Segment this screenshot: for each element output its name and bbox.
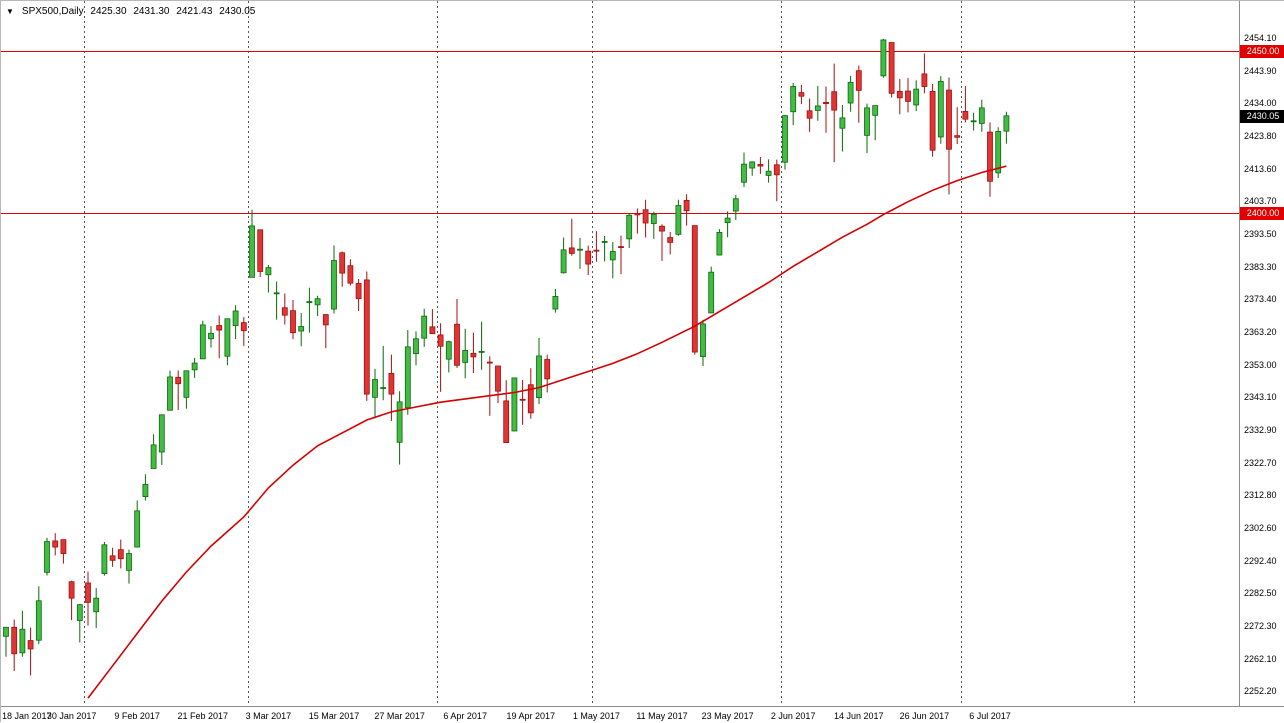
y-axis-label: 2282.50 [1244,588,1277,598]
x-axis-label: 23 May 2017 [701,711,754,721]
x-axis-label: 27 Mar 2017 [374,711,425,721]
chart-ohlc-readout: ▼ SPX500,Daily 2425.30 2431.30 2421.43 24… [6,6,259,18]
low-value: 2421.43 [176,6,213,17]
x-axis-label: 19 Apr 2017 [506,711,556,721]
y-axis-label: 2332.90 [1244,424,1277,435]
chart-menu-arrow-icon[interactable]: ▼ [6,7,14,16]
y-axis-label: 2443.90 [1244,65,1277,76]
y-axis-label: 2393.50 [1244,228,1277,239]
price-axis[interactable]: 2454.10 2443.90 2434.00 2423.80 2413.60 2403.… [1239,1,1284,706]
x-axis-label: 2 Jun 2017 [770,711,816,721]
horizontal-price-lines[interactable] [1,50,1239,215]
x-axis-label: 21 Feb 2017 [177,711,229,721]
open-value: 2425.30 [90,6,127,17]
y-axis-label: 2353.00 [1244,359,1277,370]
y-axis-label: 2413.60 [1244,163,1277,174]
y-axis-label: 2252.20 [1244,686,1277,696]
x-axis-label: 15 Mar 2017 [308,711,360,721]
high-value: 2431.30 [133,6,170,17]
x-axis-label: 6 Jul 2017 [969,711,1011,721]
moving-average-line[interactable] [87,165,1007,699]
x-axis-label: 6 Apr 2017 [443,711,487,721]
price-chart[interactable] [1,1,1239,706]
y-axis-label: 2373.40 [1244,294,1277,304]
y-axis-label: 2454.10 [1244,33,1277,43]
y-axis-label: 2423.80 [1244,130,1277,141]
hline-price-tag: 2450.00 [1240,45,1284,59]
y-axis-label: 2403.70 [1244,196,1277,206]
y-axis-label: 2312.80 [1244,490,1277,500]
x-axis-label: 3 Mar 2017 [245,711,292,721]
y-axis-label: 2363.20 [1244,326,1277,337]
x-axis-label: 18 Jan 2017 [2,711,52,721]
close-value: 2430.05 [219,6,256,17]
current-price-tag: 2430.05 [1240,109,1284,123]
y-axis-label: 2383.30 [1244,261,1277,272]
x-axis-label: 26 Jun 2017 [899,711,950,721]
hline-price-tag: 2400.00 [1240,206,1284,220]
x-axis-label: 9 Feb 2017 [114,711,160,721]
x-axis-label: 14 Jun 2017 [834,711,884,721]
x-axis-label: 30 Jan 2017 [46,711,97,721]
candlestick-series[interactable] [3,38,1010,676]
y-axis-label: 2343.10 [1244,392,1277,402]
y-axis-label: 2262.10 [1244,653,1277,664]
time-axis[interactable]: 18 Jan 2017 30 Jan 2017 9 Feb 2017 21 Feb 2… [1,706,1284,723]
y-axis-label: 2302.60 [1244,522,1277,533]
y-axis-label: 2292.40 [1244,555,1277,566]
symbol-timeframe-label: SPX500,Daily [21,6,84,17]
x-axis-label: 1 May 2017 [572,711,620,721]
y-axis-label: 2272.30 [1244,620,1277,631]
y-axis-label: 2322.70 [1244,457,1277,468]
y-axis-label: 2434.00 [1244,98,1277,108]
period-separators [84,1,1135,706]
x-axis-label: 11 May 2017 [636,711,688,721]
